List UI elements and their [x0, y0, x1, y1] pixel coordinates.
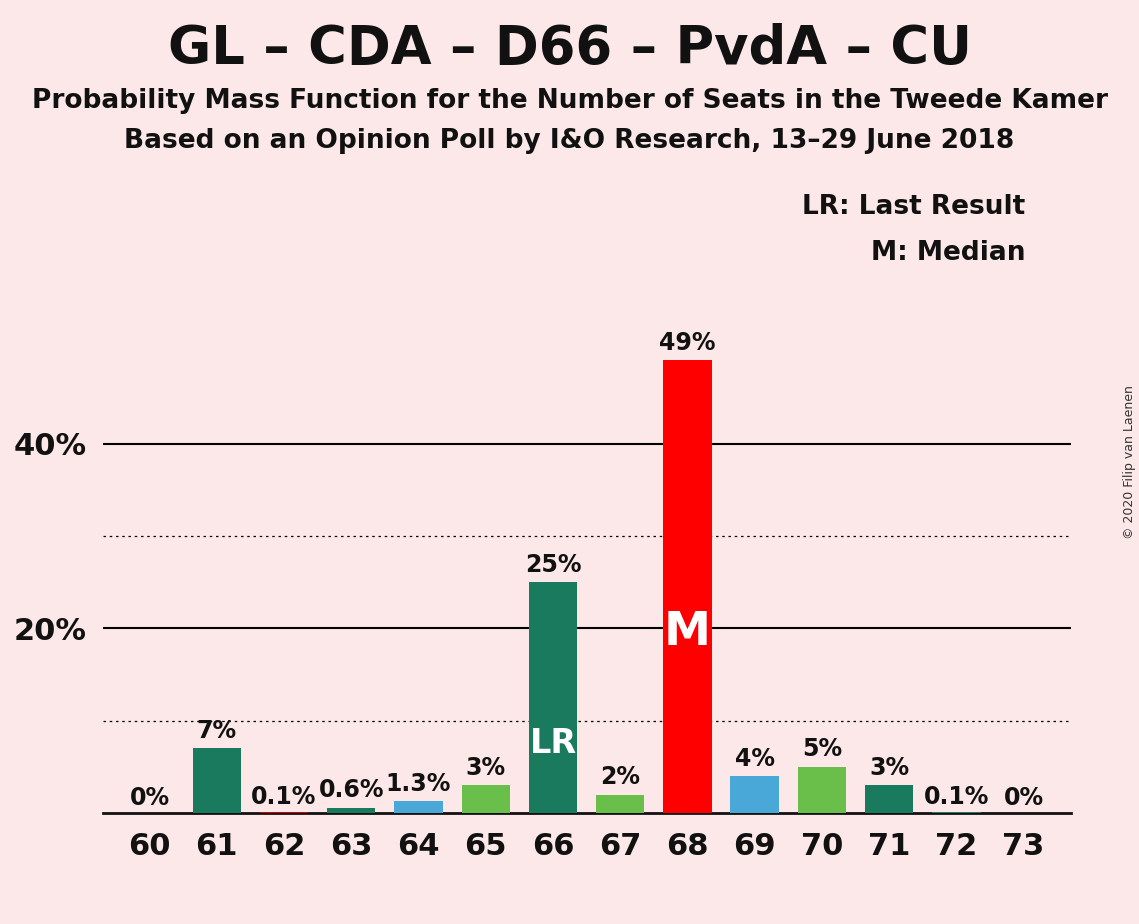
Bar: [528, 582, 577, 813]
Bar: [730, 776, 779, 813]
Text: LR: LR: [530, 727, 576, 760]
Text: 7%: 7%: [197, 719, 237, 743]
Text: M: Median: M: Median: [870, 240, 1025, 266]
Bar: [327, 808, 376, 813]
Bar: [394, 801, 443, 813]
Text: Probability Mass Function for the Number of Seats in the Tweede Kamer: Probability Mass Function for the Number…: [32, 88, 1107, 114]
Text: LR: Last Result: LR: Last Result: [802, 194, 1025, 220]
Bar: [596, 795, 645, 813]
Text: 0%: 0%: [1003, 786, 1043, 810]
Text: 2%: 2%: [600, 765, 640, 789]
Text: 1.3%: 1.3%: [386, 772, 451, 796]
Text: 0%: 0%: [130, 786, 170, 810]
Bar: [663, 360, 712, 813]
Text: 3%: 3%: [869, 756, 909, 780]
Text: 0.1%: 0.1%: [924, 785, 989, 809]
Text: 0.6%: 0.6%: [319, 778, 384, 802]
Text: GL – CDA – D66 – PvdA – CU: GL – CDA – D66 – PvdA – CU: [167, 23, 972, 75]
Text: © 2020 Filip van Laenen: © 2020 Filip van Laenen: [1123, 385, 1137, 539]
Bar: [932, 812, 981, 813]
Bar: [461, 785, 510, 813]
Text: M: M: [664, 610, 711, 654]
Text: 3%: 3%: [466, 756, 506, 780]
Text: Based on an Opinion Poll by I&O Research, 13–29 June 2018: Based on an Opinion Poll by I&O Research…: [124, 128, 1015, 153]
Bar: [260, 812, 309, 813]
Bar: [865, 785, 913, 813]
Bar: [797, 767, 846, 813]
Text: 4%: 4%: [735, 747, 775, 771]
Text: 5%: 5%: [802, 737, 842, 761]
Bar: [192, 748, 241, 813]
Text: 25%: 25%: [525, 553, 581, 577]
Text: 49%: 49%: [659, 331, 715, 355]
Text: 0.1%: 0.1%: [252, 785, 317, 809]
